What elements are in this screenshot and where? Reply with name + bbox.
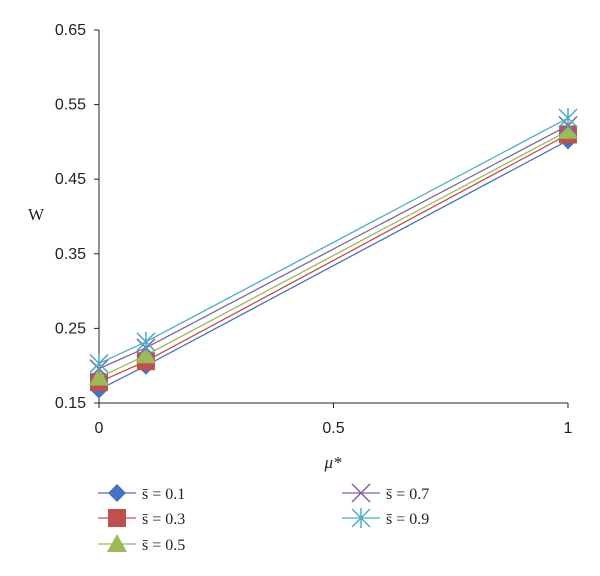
tick-labels: 0.15 0.25 0.35 0.45 0.55 0.65 0 0.5 1 bbox=[55, 22, 573, 437]
series-line bbox=[98, 117, 569, 365]
legend-label: s̄ = 0.1 bbox=[142, 486, 185, 503]
y-tick-label: 0.15 bbox=[55, 395, 86, 412]
series-1 bbox=[90, 131, 577, 399]
x-tick-label: 0 bbox=[95, 420, 104, 437]
y-tick-label: 0.45 bbox=[55, 171, 86, 188]
x-axis-title: μ* bbox=[323, 453, 342, 472]
axes bbox=[94, 29, 569, 408]
legend-marker bbox=[107, 534, 127, 552]
data-point bbox=[89, 367, 109, 386]
y-tick-label: 0.65 bbox=[55, 22, 86, 39]
legend-marker bbox=[351, 508, 371, 528]
y-tick-label: 0.25 bbox=[55, 320, 86, 337]
x-tick-label: 1 bbox=[564, 420, 573, 437]
y-tick-label: 0.55 bbox=[55, 97, 86, 114]
legend-marker bbox=[108, 484, 126, 502]
legend-item: s̄ = 0.1 bbox=[98, 484, 185, 503]
series-line bbox=[98, 124, 569, 370]
x-tick-label: 0.5 bbox=[322, 420, 344, 437]
legend-item: s̄ = 0.3 bbox=[98, 509, 185, 528]
data-point bbox=[136, 331, 156, 352]
legend: s̄ = 0.1 s̄ = 0.3 s̄ = 0.5 s̄ = 0.7 s̄ = 0.9 bbox=[98, 483, 429, 554]
legend-item: s̄ = 0.7 bbox=[342, 483, 429, 503]
series-line bbox=[98, 139, 569, 391]
legend-marker bbox=[351, 483, 371, 503]
data-point bbox=[135, 345, 156, 364]
legend-label: s̄ = 0.7 bbox=[386, 486, 429, 503]
legend-label: s̄ = 0.5 bbox=[142, 537, 185, 554]
y-tick-label: 0.35 bbox=[55, 246, 86, 263]
legend-item: s̄ = 0.5 bbox=[98, 534, 185, 554]
legend-label: s̄ = 0.3 bbox=[142, 511, 185, 528]
series-3 bbox=[89, 120, 578, 386]
series-4 bbox=[89, 115, 578, 379]
data-point bbox=[558, 120, 578, 139]
series-5 bbox=[89, 108, 578, 374]
data-point bbox=[558, 108, 578, 129]
series-line bbox=[98, 133, 569, 383]
data-point bbox=[89, 353, 109, 374]
y-axis-title: W bbox=[28, 205, 45, 224]
legend-label: s̄ = 0.9 bbox=[386, 511, 429, 528]
series-layer bbox=[89, 108, 578, 399]
series-line bbox=[98, 130, 569, 379]
legend-item: s̄ = 0.9 bbox=[342, 508, 429, 528]
legend-marker bbox=[108, 509, 126, 527]
